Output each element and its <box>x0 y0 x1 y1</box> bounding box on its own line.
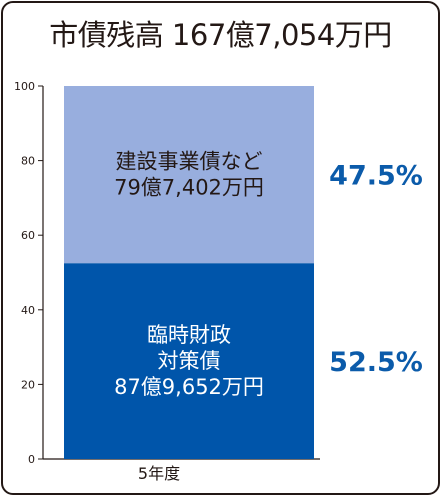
y-tick-label: 60 <box>21 229 35 242</box>
segment-label: 対策債 <box>158 349 221 373</box>
y-tick-label: 20 <box>21 378 35 391</box>
bar-segment-bottom <box>64 263 314 459</box>
y-tick-label: 80 <box>21 155 35 168</box>
y-tick-label: 100 <box>14 80 35 93</box>
y-tick-label: 0 <box>28 453 35 466</box>
x-category-label: 5年度 <box>138 464 180 483</box>
y-tick-label: 40 <box>21 304 35 317</box>
percent-label: 47.5% <box>329 161 423 192</box>
segment-label: 臨時財政 <box>147 323 231 347</box>
bar-segment-top <box>64 86 314 264</box>
segment-label: 79億7,402万円 <box>114 176 264 200</box>
chart-title: 市債残高 167億7,054万円 <box>49 18 392 52</box>
percent-label: 52.5% <box>329 347 423 378</box>
segment-label: 87億9,652万円 <box>114 375 264 399</box>
segment-label: 建設事業債など <box>116 150 263 174</box>
